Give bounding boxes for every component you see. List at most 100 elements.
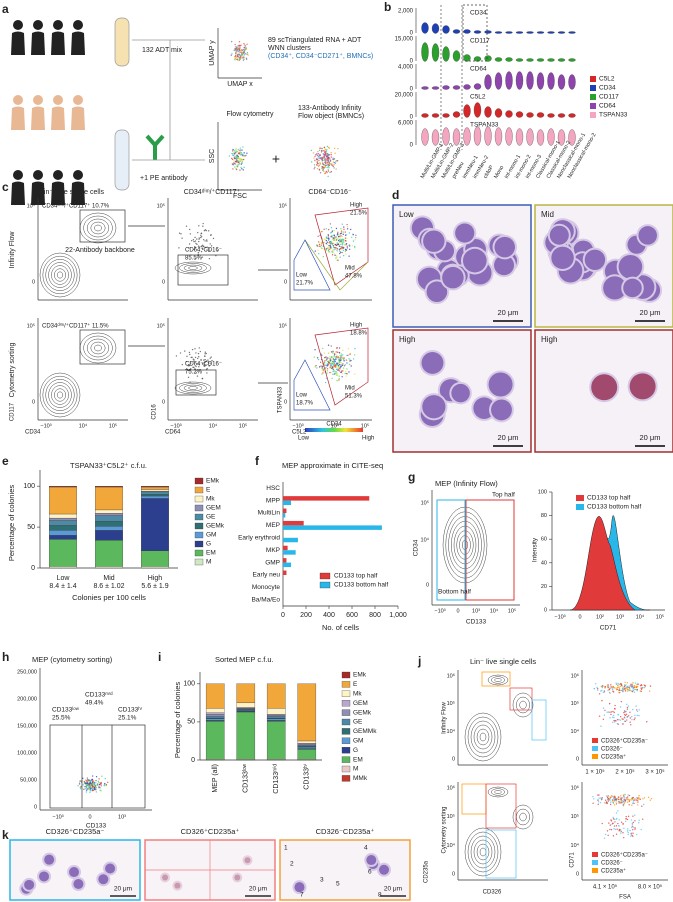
event-dot	[321, 373, 323, 375]
violin	[421, 22, 429, 34]
person-head	[73, 20, 83, 30]
legend-swatch	[341, 671, 351, 679]
category-note: 8.4 ± 1.4	[49, 583, 76, 590]
event-dot	[314, 155, 316, 158]
legend-label: EMk	[206, 478, 220, 485]
contour	[179, 383, 207, 393]
label: C5L2	[599, 76, 615, 83]
event-dot	[86, 782, 88, 785]
event-dot	[614, 708, 616, 710]
label: 4.1 × 10⁵	[593, 884, 618, 891]
label: 18.8%	[350, 331, 368, 337]
violin	[473, 83, 482, 90]
label: CD326⁺CD235a⁻	[601, 852, 648, 859]
event-dot	[332, 350, 334, 353]
contour	[183, 384, 203, 392]
nucleus	[494, 236, 515, 258]
event-dot	[624, 689, 626, 691]
event-dot	[327, 352, 330, 354]
event-dot	[597, 803, 599, 806]
event-dot	[233, 153, 236, 155]
event-dot	[245, 58, 248, 61]
event-dot	[204, 355, 206, 357]
event-dot	[596, 687, 599, 690]
event-dot	[619, 682, 622, 685]
y-tick-label: MultiLin	[258, 510, 281, 517]
label: Low	[296, 393, 308, 399]
nucleus	[451, 383, 470, 403]
event-dot	[323, 238, 326, 240]
event-dot	[95, 782, 97, 784]
legend-swatch	[194, 486, 204, 494]
event-dot	[239, 54, 241, 56]
bar-segment	[95, 513, 123, 516]
event-dot	[188, 247, 190, 249]
label: MEP (cytometry sorting)	[32, 655, 113, 664]
event-dot	[181, 237, 183, 239]
event-dot	[349, 360, 351, 362]
event-dot	[194, 356, 197, 359]
event-dot	[353, 354, 356, 356]
event-dot	[193, 246, 196, 248]
event-dot	[334, 372, 337, 375]
event-dot	[604, 833, 607, 836]
nucleus	[623, 278, 642, 298]
event-dot	[619, 685, 621, 688]
event-dot	[619, 716, 622, 718]
event-dot	[312, 152, 315, 154]
event-dot	[617, 713, 619, 716]
event-dot	[325, 158, 327, 160]
label: 40	[541, 560, 547, 566]
event-dot	[244, 53, 247, 55]
event-dot	[232, 154, 235, 157]
category-note: 8.6 ± 1.02	[93, 583, 124, 590]
label: UMAP y	[209, 40, 216, 66]
label: CD64⁻CD16⁻	[308, 189, 351, 196]
event-dot	[194, 348, 196, 350]
bar-segment	[266, 714, 286, 717]
event-dot	[326, 166, 328, 169]
violin	[452, 111, 461, 118]
bar-segment	[141, 494, 169, 497]
event-dot	[597, 801, 600, 803]
highlight-box	[462, 4, 488, 62]
event-dot	[211, 359, 213, 362]
event-dot	[231, 158, 234, 161]
event-dot	[606, 830, 609, 832]
event-dot	[235, 167, 237, 170]
legend-label: GEM	[206, 505, 221, 512]
event-dot	[328, 359, 331, 362]
event-dot	[625, 815, 627, 818]
event-dot	[351, 236, 353, 239]
event-dot	[313, 168, 315, 170]
event-dot	[612, 710, 614, 713]
event-dot	[332, 357, 334, 359]
event-dot	[330, 345, 332, 347]
event-dot	[200, 359, 202, 361]
event-dot	[331, 235, 333, 237]
person-head	[73, 95, 83, 105]
y-tick-label: 0	[31, 565, 35, 572]
event-dot	[95, 786, 98, 789]
event-dot	[637, 804, 639, 806]
event-dot	[333, 249, 335, 251]
event-dot	[234, 57, 236, 60]
legend-swatch	[592, 852, 598, 857]
person-body	[71, 181, 85, 205]
nucleus	[603, 276, 627, 300]
label: CD64	[165, 430, 181, 436]
event-dot	[325, 236, 328, 238]
violin	[547, 113, 555, 118]
label: 10⁶	[571, 784, 579, 791]
x-axis-label: Colonies per 100 cells	[72, 593, 146, 602]
event-dot	[243, 49, 246, 52]
event-dot	[339, 356, 342, 358]
event-dot	[82, 777, 84, 780]
violin	[526, 128, 534, 146]
event-dot	[618, 691, 620, 694]
event-dot	[329, 366, 331, 368]
contour	[470, 720, 496, 754]
label: UMAP x	[227, 81, 253, 88]
event-dot	[612, 801, 615, 803]
event-dot	[620, 829, 622, 831]
